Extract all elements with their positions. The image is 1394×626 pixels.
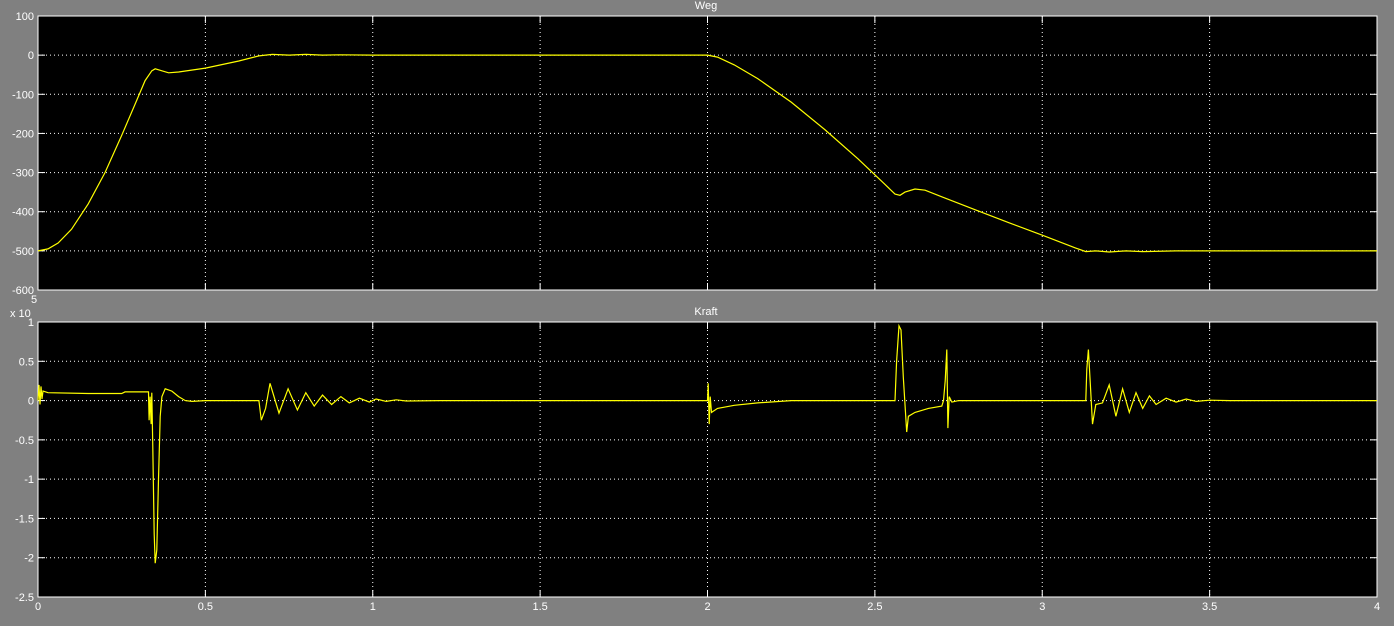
y-tick-label: -600 [12, 285, 34, 297]
plot-title-weg: Weg [695, 0, 717, 12]
series-line [37, 53, 1377, 253]
y-tick-label: -0.5 [15, 435, 34, 447]
x-tick-label: 1.5 [532, 601, 547, 613]
y-tick-label: -100 [12, 89, 34, 101]
x-tick-label: 3.5 [1202, 601, 1217, 613]
axes-frame [37, 321, 1378, 598]
y-tick-label: 1 [28, 317, 34, 329]
plot-kraft: x 10 5 0 0.5 1 1.5 2 2.5 3 3.5 4 1 0.5 0 -0.5 -1 -1.5 -… [10, 294, 1380, 613]
y-exponent-label: 5 [31, 294, 37, 306]
y-tick-label: -500 [12, 246, 34, 258]
y-tick-label: 100 [16, 11, 34, 23]
plot-title-kraft: Kraft [694, 306, 717, 318]
x-tick-label: 2 [704, 601, 710, 613]
y-tick-label: 0.5 [19, 356, 34, 368]
y-tick-label: -2.5 [15, 592, 34, 604]
x-tick-label: 0 [35, 601, 41, 613]
plot-area [38, 322, 1377, 597]
y-tick-label: -1 [24, 474, 34, 486]
y-tick-label: 0 [28, 50, 34, 62]
x-tick-label: 2.5 [867, 601, 882, 613]
y-tick-label: 0 [28, 396, 34, 408]
x-tick-label: 3 [1039, 601, 1045, 613]
plot-weg: 100 0 -100 -200 -300 -400 -500 -600 Weg [12, 0, 1378, 297]
y-multiplier-label: x 10 [10, 308, 31, 320]
y-tick-label: -400 [12, 207, 34, 219]
x-tick-label: 4 [1374, 601, 1380, 613]
x-tick-label: 0.5 [198, 601, 213, 613]
axes-frame [37, 15, 1378, 291]
y-tick-label: -200 [12, 128, 34, 140]
series-line [37, 323, 1377, 564]
y-tick-label: -300 [12, 168, 34, 180]
y-tick-label: -1.5 [15, 513, 34, 525]
y-tick-label: -2 [24, 553, 34, 565]
x-tick-label: 1 [370, 601, 376, 613]
